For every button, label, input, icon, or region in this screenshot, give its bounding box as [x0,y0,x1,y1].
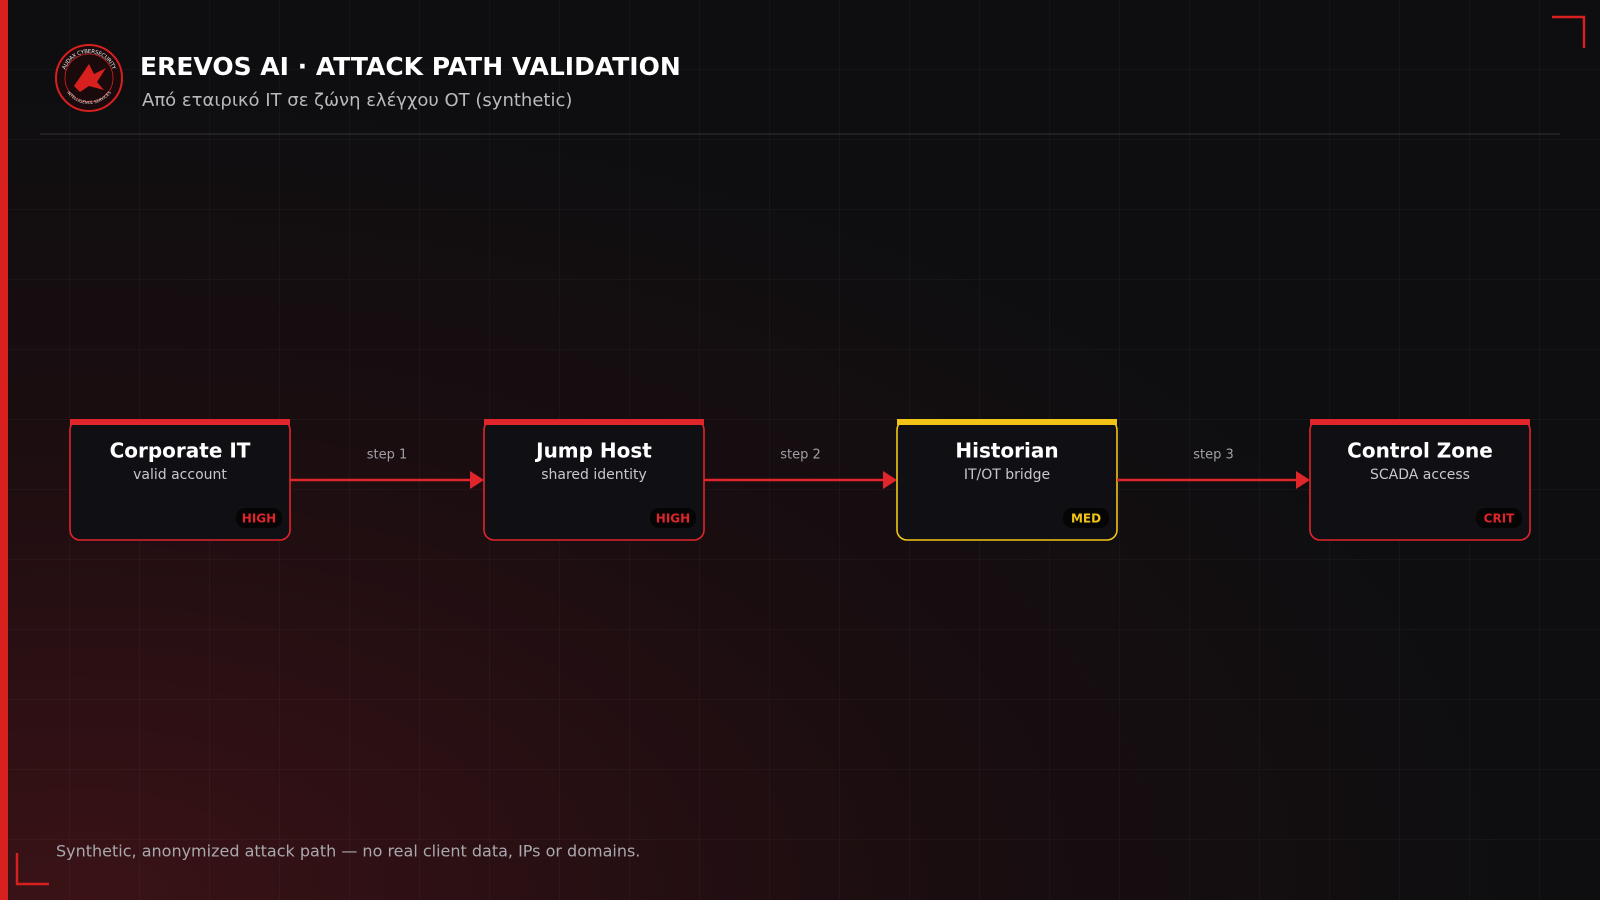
node-top-bar [897,419,1117,425]
corner [15,853,49,886]
badge [650,508,696,528]
severity: HIGH [656,512,690,526]
node-title: Corporate IT [110,439,251,463]
node-subtitle: SCADA access [1370,467,1470,483]
logo: AUDAX CYBERSECURITY INTELLIGENCE SERVICE… [55,44,123,112]
node-subtitle: shared identity [541,467,647,483]
arrow-head [883,471,897,489]
badge [236,508,282,528]
logo-bird [74,64,106,92]
node-title: Control Zone [1347,439,1493,463]
accent-bar [0,0,8,900]
node-subtitle: valid account [133,467,227,483]
node-top-bar [484,419,704,425]
subtitle: Από εταιρικό IT σε ζώνη ελέγχου OT (synt… [142,90,572,111]
node: Jump Host shared identity HIGH [483,419,705,541]
node-title: Jump Host [534,439,652,463]
node: Corporate IT valid account HIGH [69,419,291,541]
edge-label: step 2 [780,448,821,463]
corner [1552,15,1586,48]
node-top-bar [70,419,290,425]
node: Control Zone SCADA access CRIT [1309,419,1531,541]
node: Historian IT/OT bridge MED [896,419,1118,541]
severity: HIGH [242,512,276,526]
node-subtitle: IT/OT bridge [964,467,1050,483]
badge [1476,508,1522,528]
severity: CRIT [1484,512,1516,526]
footer-note: Synthetic, anonymized attack path — no r… [56,842,640,861]
node-title: Historian [955,439,1058,463]
arrow-head [470,471,484,489]
badge [1063,508,1109,528]
edge-label: step 3 [1193,448,1234,463]
logo-inner [64,53,114,103]
edge-label: step 1 [367,448,408,463]
attack-path: Corporate IT valid account HIGH Jump Host sh… [69,419,1531,541]
severity: MED [1071,512,1101,526]
node-top-bar [1310,419,1530,425]
arrow-head [1296,471,1310,489]
title: EREVOS AI · ATTACK PATH VALIDATION [140,52,681,81]
